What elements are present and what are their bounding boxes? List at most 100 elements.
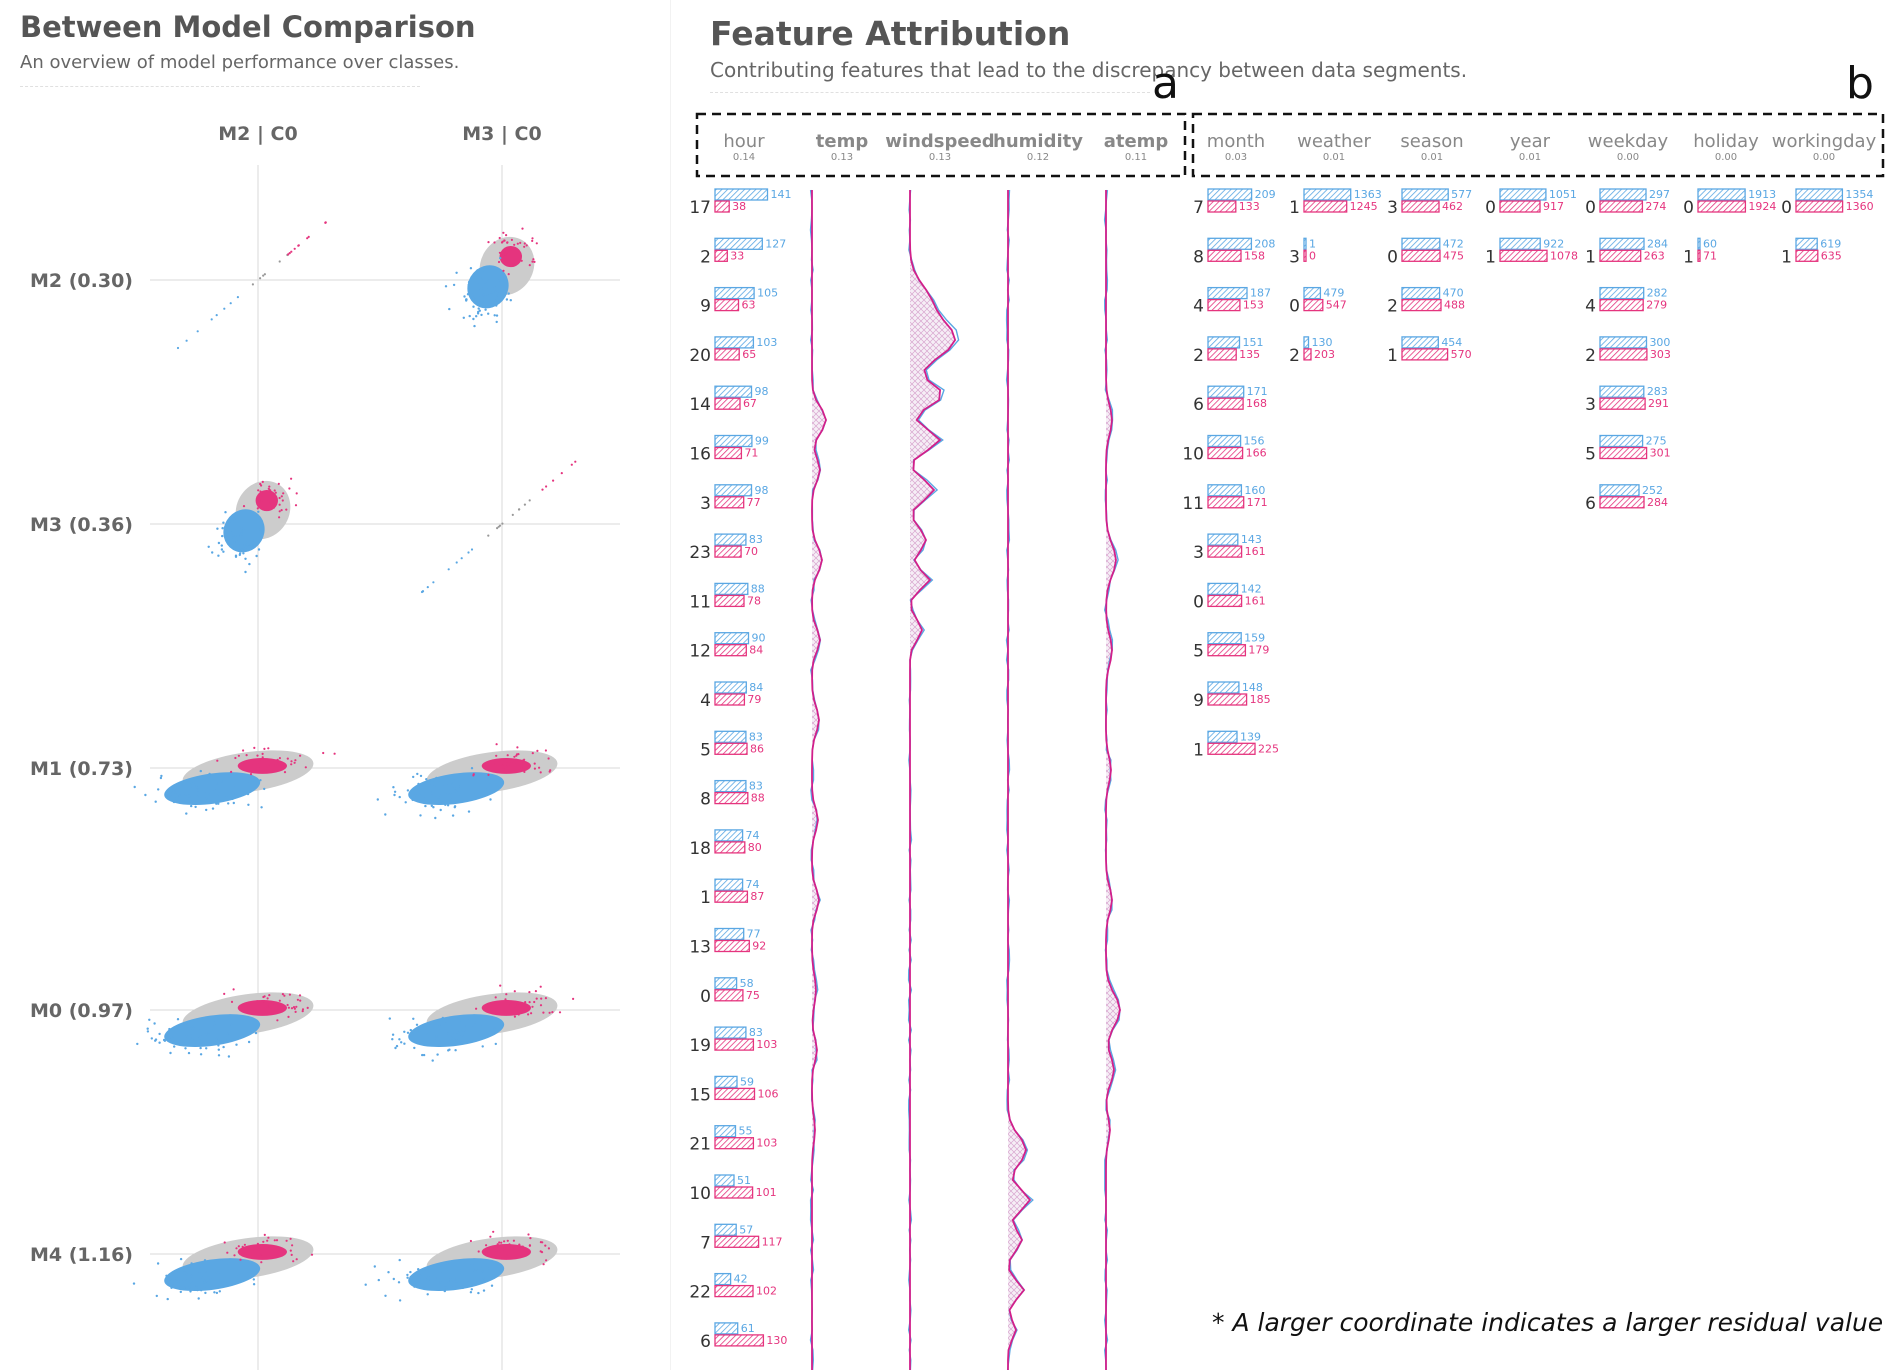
scatter-point (266, 1005, 269, 1008)
bar-value-a: 74 (746, 829, 760, 842)
bar-segment-b (1207, 200, 1237, 213)
category-label: 6 (1193, 395, 1204, 415)
bar-segment-a (1599, 434, 1644, 448)
scatter-point (462, 316, 465, 319)
scatter-point (278, 496, 281, 500)
scatter-point (234, 756, 237, 760)
scatter-point (197, 788, 200, 792)
scatter-point (185, 1273, 189, 1276)
scatter-point (491, 1012, 494, 1015)
scatter-point (247, 803, 250, 806)
scatter-point (183, 1286, 186, 1290)
scatter-point (411, 798, 414, 802)
scatter-point (478, 309, 481, 312)
scatter-point (216, 759, 219, 762)
bar-segment-a (714, 1125, 737, 1138)
scatter-point (291, 1244, 294, 1247)
bar-value-b: 87 (750, 890, 764, 903)
category-label: 9 (700, 297, 711, 317)
bar-segment-b (714, 1038, 755, 1051)
scatter-point (538, 766, 541, 769)
bar-segment-b (714, 939, 750, 953)
scatter-point (222, 521, 225, 524)
scatter-point (293, 247, 296, 250)
scatter-point (238, 524, 242, 527)
bar-value-a: 577 (1451, 188, 1472, 201)
scatter-point (441, 801, 444, 805)
scatter-point (532, 258, 535, 261)
scatter-point (304, 766, 307, 769)
scatter-point (510, 761, 513, 764)
scatter-point (519, 1245, 522, 1248)
bar-segment-b (1207, 298, 1241, 312)
scatter-point (220, 1258, 223, 1262)
scatter-point (185, 339, 188, 342)
bar-value-b: 86 (750, 742, 764, 755)
scatter-point (506, 754, 509, 757)
scatter-point (146, 1030, 150, 1033)
scatter-point (512, 1239, 516, 1242)
scatter-point (447, 1268, 450, 1271)
scatter-point (282, 765, 286, 768)
scatter-point (278, 757, 281, 760)
bar-value-b: 185 (1250, 693, 1271, 706)
scatter-point (444, 1034, 448, 1038)
scatter-point (451, 814, 455, 817)
bar-segment-a (714, 927, 745, 941)
scatter-point (285, 508, 288, 511)
scatter-point (489, 1009, 492, 1012)
scatter-point (176, 1018, 180, 1021)
bar-value-b: 103 (756, 1137, 777, 1150)
scatter-point (465, 1024, 469, 1028)
scatter-point (199, 1267, 202, 1270)
scatter-point (453, 1278, 456, 1281)
scatter-point (501, 764, 504, 768)
scatter-point (497, 260, 501, 264)
scatter-point (156, 1262, 160, 1265)
scatter-point (485, 286, 488, 290)
scatter-point (168, 1038, 172, 1042)
scatter-point (527, 1233, 530, 1236)
bar-segment-a (714, 1223, 737, 1236)
bar-segment-a (1401, 188, 1449, 201)
scatter-point (201, 1033, 204, 1037)
category-label: 1 (1193, 740, 1204, 760)
scatter-point (504, 292, 507, 295)
bar-segment-a (1303, 237, 1307, 250)
scatter-point (447, 568, 450, 571)
scatter-point (496, 1243, 499, 1246)
scatter-point (215, 1291, 219, 1295)
bar-value-a: 99 (755, 435, 769, 448)
scatter-point (515, 754, 518, 757)
scatter-point (398, 795, 401, 799)
scatter-point (509, 299, 512, 302)
scatter-point (528, 991, 531, 994)
scatter-point (436, 1053, 439, 1056)
scatter-point (406, 789, 410, 792)
scatter-point (283, 994, 286, 997)
scatter-point (515, 761, 518, 764)
bar-segment-a (1401, 237, 1441, 250)
bar-segment-b (714, 989, 744, 1002)
scatter-point (264, 1244, 267, 1247)
bar-segment-b (714, 446, 743, 460)
scatter-point (420, 796, 423, 800)
scatter-point (233, 517, 236, 521)
bar-segment-a (1303, 188, 1352, 201)
scatter-point (283, 1251, 286, 1254)
scatter-point (204, 1291, 207, 1295)
scatter-point (260, 1247, 263, 1250)
category-label: 18 (689, 839, 711, 859)
category-label: 6 (1585, 494, 1596, 514)
scatter-point (194, 783, 197, 786)
scatter-point (468, 314, 471, 318)
scatter-point (503, 1247, 506, 1250)
scatter-point (395, 1044, 399, 1048)
bar-value-a: 83 (749, 1026, 763, 1039)
scatter-point (459, 1269, 463, 1272)
scatter-point (505, 1254, 508, 1257)
scatter-point (460, 1041, 463, 1045)
scatter-point (244, 545, 247, 549)
scatter-point (198, 1270, 201, 1273)
bar-segment-a (714, 1075, 738, 1089)
